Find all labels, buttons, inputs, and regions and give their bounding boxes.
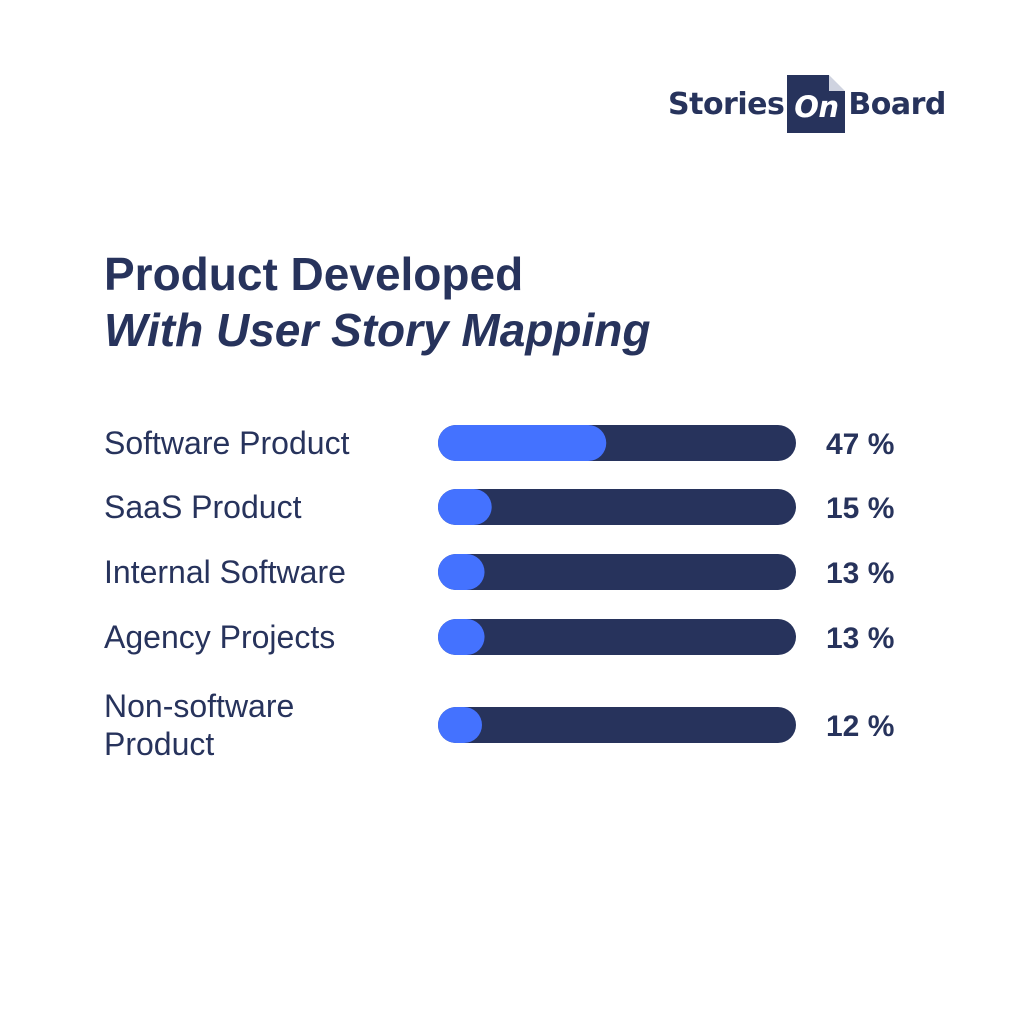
bar-fill (438, 707, 482, 743)
bar-row: SaaS Product 15 % (104, 489, 894, 525)
logo-on-box: On (787, 75, 846, 133)
chart-title-line1: Product Developed (104, 248, 524, 300)
page-fold-icon (829, 75, 846, 91)
category-label-line: Non-software (104, 688, 294, 724)
bar-fill (438, 425, 607, 461)
category-label: Non-software Product (104, 688, 294, 762)
value-label: 13 % (826, 622, 894, 655)
category-label-line: Software Product (104, 425, 350, 461)
category-label-line: Product (104, 726, 214, 762)
bar-track (438, 489, 796, 525)
bar-track (438, 619, 796, 655)
value-label: 13 % (826, 557, 894, 590)
value-label: 47 % (826, 428, 894, 461)
bar-track (438, 554, 796, 590)
storiesonboard-logo: Stories On Board (668, 74, 946, 134)
category-label-line: SaaS Product (104, 489, 302, 525)
category-label-line: Agency Projects (104, 619, 335, 655)
bar-fill (438, 489, 492, 525)
value-label: 12 % (826, 710, 894, 743)
category-label-line: Internal Software (104, 554, 346, 590)
bar-fill (438, 554, 485, 590)
category-label: SaaS Product (104, 489, 302, 525)
logo-text-stories: Stories (668, 86, 785, 122)
bar-row: Software Product 47 % (104, 425, 894, 461)
bar-row: Agency Projects 13 % (104, 619, 894, 655)
category-label: Agency Projects (104, 619, 335, 655)
logo-text-board: Board (848, 86, 946, 122)
bar-track (438, 707, 796, 743)
logo-text-on: On (794, 90, 839, 124)
category-label: Software Product (104, 425, 350, 461)
value-label: 15 % (826, 492, 894, 525)
bar-row: Internal Software 13 % (104, 554, 894, 590)
category-label: Internal Software (104, 554, 346, 590)
chart-title-line2: With User Story Mapping (104, 304, 651, 356)
bar-fill (438, 619, 485, 655)
bar-row: Non-software Product 12 % (104, 688, 894, 762)
chart-title: Product Developed With User Story Mappin… (104, 246, 924, 358)
